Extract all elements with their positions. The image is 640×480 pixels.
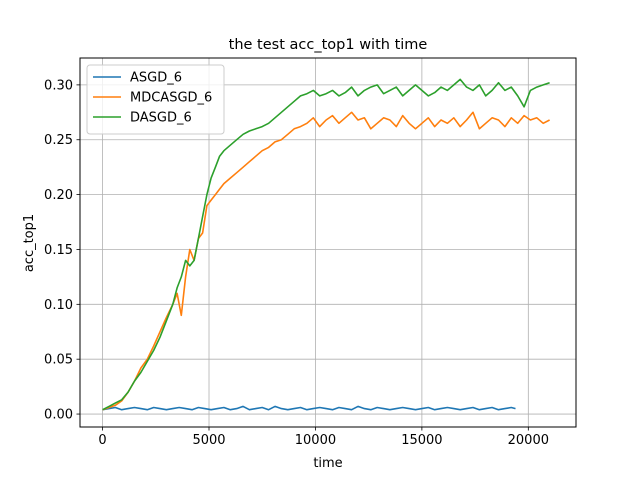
y-tick-label: 0.10 [44,298,73,313]
x-axis-label: time [313,456,342,471]
y-tick-label: 0.25 [44,133,73,148]
legend-box [86,64,225,135]
legend-label: DASGD_6 [130,111,192,126]
y-axis-ticks: 0.00 0.05 0.10 0.15 0.20 0.25 0.30 [44,78,80,423]
series-layer [102,78,550,411]
y-tick-label: 0.00 [44,408,73,423]
y-tick-label: 0.15 [44,243,73,258]
y-axis-label: acc_top1 [22,214,37,272]
series-line-mdcasgd-6 [102,111,550,411]
plot-frame [79,57,577,428]
y-tick-label: 0.05 [44,353,73,368]
y-tick-label: 0.20 [44,188,73,203]
series-line-asgd-6 [102,405,516,411]
x-tick-label: 10000 [295,433,336,448]
x-axis-ticks: 0 5000 10000 15000 20000 [98,427,549,448]
y-tick-label: 0.30 [44,78,73,93]
x-tick-label: 5000 [192,433,225,448]
x-tick-label: 15000 [401,433,442,448]
chart-title: the test acc_top1 with time [229,37,428,53]
x-tick-label: 0 [98,433,106,448]
legend: ASGD_6 MDCASGD_6 DASGD_6 [86,64,225,135]
series-line-dasgd-6 [102,78,550,411]
x-tick-label: 20000 [508,433,549,448]
legend-label: MDCASGD_6 [130,91,212,106]
legend-label: ASGD_6 [130,71,182,86]
